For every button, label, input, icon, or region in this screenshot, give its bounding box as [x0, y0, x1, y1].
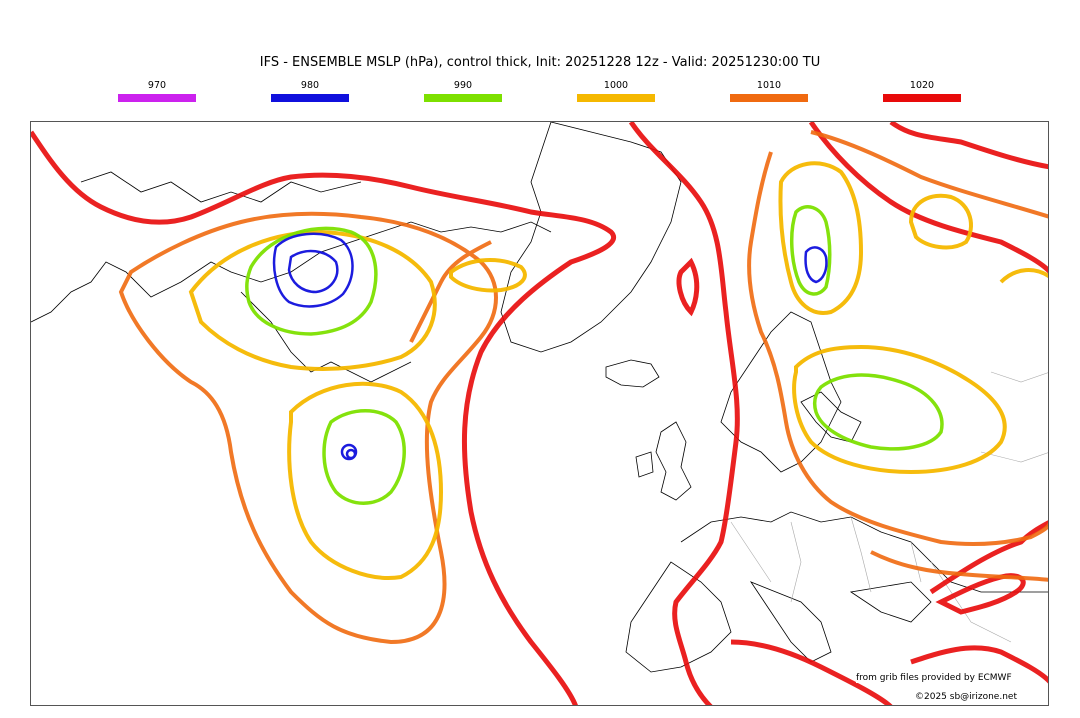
legend-label: 1010: [756, 80, 782, 91]
legend-label: 1020: [909, 80, 935, 91]
map-panel[interactable]: from grib files provided by ECMWF ©2025 …: [30, 121, 1049, 706]
legend-item-1020: 1020: [883, 80, 961, 102]
legend-item-980: 980: [271, 80, 349, 102]
legend-item-970: 970: [118, 80, 196, 102]
legend-swatch: [883, 94, 961, 102]
legend-label: 990: [453, 80, 473, 91]
legend-label: 970: [147, 80, 167, 91]
isobar-980: [272, 232, 828, 461]
legend-item-1000: 1000: [577, 80, 655, 102]
legend-swatch: [271, 94, 349, 102]
legend-swatch: [730, 94, 808, 102]
isobar-1010: [118, 130, 1048, 645]
legend-swatch: [577, 94, 655, 102]
isobar-1020: [31, 122, 1048, 705]
borders: [730, 371, 1048, 643]
isobar-map: [31, 122, 1048, 705]
legend-item-1010: 1010: [730, 80, 808, 102]
legend-label: 1000: [603, 80, 629, 91]
isobar-1000: [188, 161, 1048, 580]
legend-swatch: [424, 94, 502, 102]
credit-source: from grib files provided by ECMWF: [856, 673, 1012, 683]
legend-label: 980: [300, 80, 320, 91]
credit-copyright: ©2025 sb@irizone.net: [915, 692, 1017, 702]
chart-title: IFS - ENSEMBLE MSLP (hPa), control thick…: [259, 55, 821, 70]
isobar-990: [245, 205, 944, 505]
legend-swatch: [118, 94, 196, 102]
legend-item-990: 990: [424, 80, 502, 102]
